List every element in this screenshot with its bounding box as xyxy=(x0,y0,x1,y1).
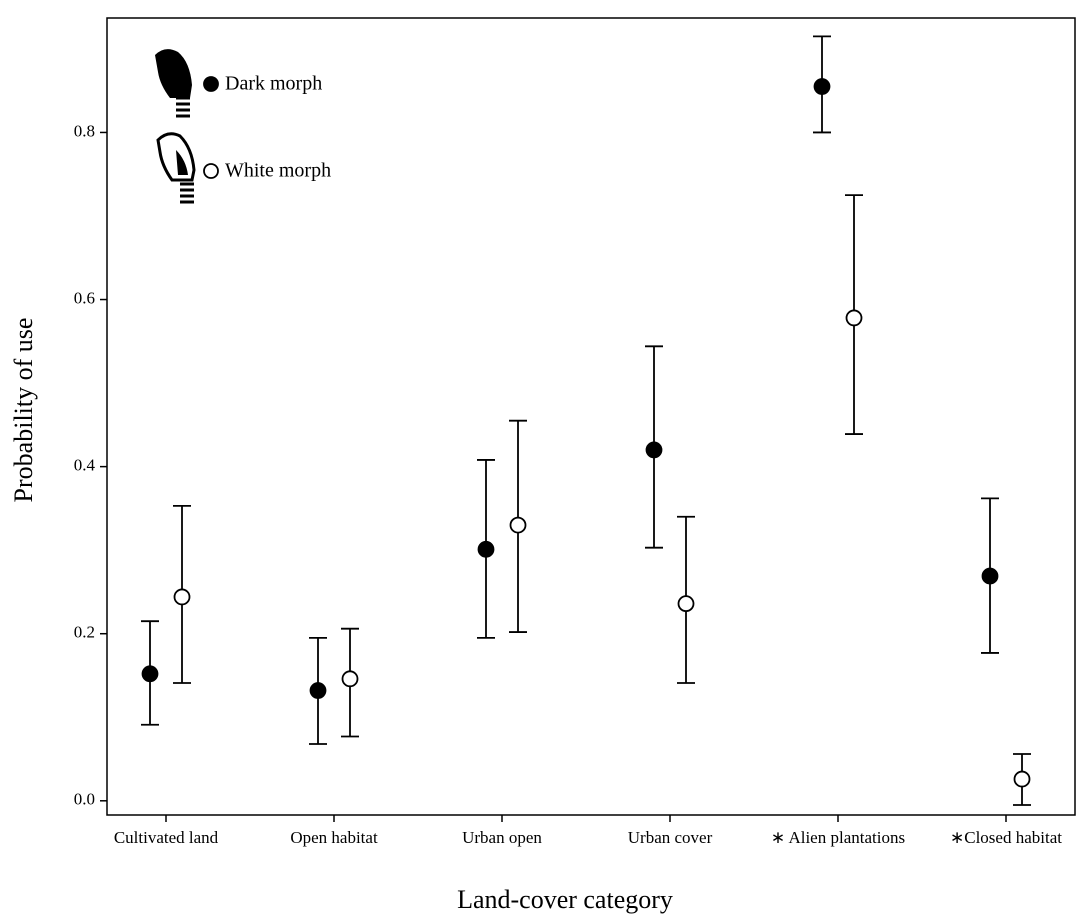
x-axis-title: Land-cover category xyxy=(457,885,673,914)
point xyxy=(1013,770,1031,788)
legend-label: Dark morph xyxy=(225,73,322,95)
point xyxy=(645,441,663,459)
y-tick-label: 0.6 xyxy=(74,288,95,307)
plot-frame xyxy=(106,17,1076,816)
point xyxy=(981,567,999,585)
y-tick-label: 0.2 xyxy=(74,623,95,642)
legend-marker xyxy=(203,76,219,92)
y-tick-label: 0.8 xyxy=(74,121,95,140)
point xyxy=(477,540,495,558)
point xyxy=(173,588,191,606)
x-tick-label: Open habitat xyxy=(290,828,378,847)
point xyxy=(677,595,695,613)
dark-bird-icon xyxy=(155,49,192,98)
dark-bird-tail xyxy=(176,96,190,118)
x-tick-label: Urban open xyxy=(462,828,542,847)
y-tick-label: 0.4 xyxy=(74,456,96,475)
point xyxy=(341,670,359,688)
point xyxy=(309,682,327,699)
legend-label: White morph xyxy=(225,160,331,182)
white-bird-wing xyxy=(176,150,188,175)
point xyxy=(509,516,527,534)
point xyxy=(845,309,863,327)
point xyxy=(813,78,831,95)
point xyxy=(141,665,159,683)
x-tick-label: Cultivated land xyxy=(114,828,219,847)
x-tick-label: ∗ Alien plantations xyxy=(771,828,905,847)
legend-marker xyxy=(203,163,219,179)
white-bird-tail xyxy=(180,182,194,204)
y-tick-label: 0.0 xyxy=(74,790,95,809)
x-tick-label: Urban cover xyxy=(628,828,713,847)
white-bird-icon xyxy=(156,132,196,182)
legend-icons xyxy=(155,49,196,204)
x-tick-label: ∗Closed habitat xyxy=(950,828,1062,847)
y-axis-title: Probability of use xyxy=(9,318,38,503)
